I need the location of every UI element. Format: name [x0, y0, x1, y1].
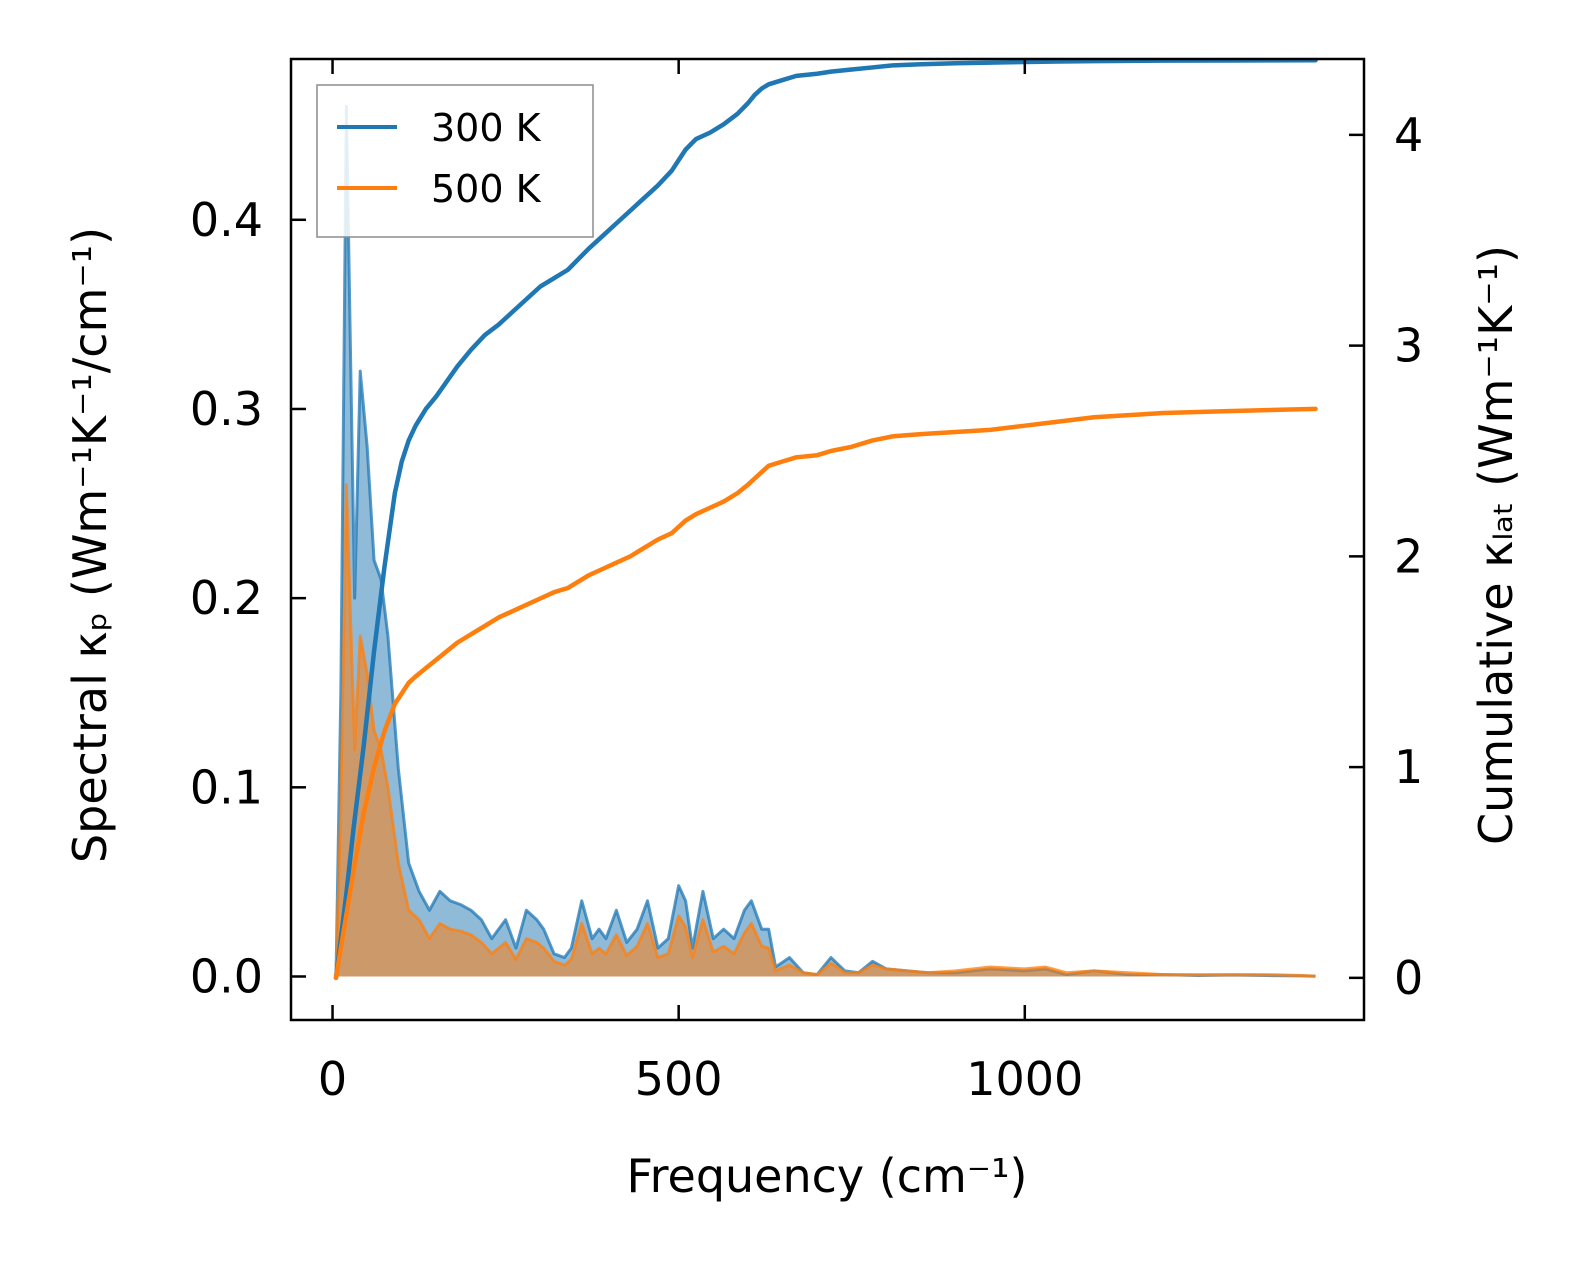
y-left-tick-label: 0.0 — [190, 949, 263, 1003]
y-right-tick-label: 2 — [1394, 529, 1423, 583]
legend-label-300k: 300 K — [431, 106, 542, 150]
legend-box — [316, 84, 594, 238]
y-right-axis-title: Cumulative κₗₐₜ (Wm⁻¹K⁻¹) — [1469, 245, 1523, 845]
y-right-tick-label: 4 — [1394, 108, 1423, 162]
y-left-tick-label: 0.2 — [190, 571, 263, 625]
x-tick-label: 0 — [318, 1052, 347, 1106]
axis-ticks: 0 500 1000 0.0 0.1 0.2 0.3 0.4 0 1 2 3 4 — [190, 59, 1423, 1106]
cumulative-line-300k — [333, 59, 1318, 981]
cumulative-line-500k — [333, 406, 1318, 981]
x-tick-label: 500 — [635, 1052, 723, 1106]
y-right-tick-label: 0 — [1394, 951, 1423, 1005]
plot-frame — [289, 57, 1366, 1022]
y-left-axis-title: Spectral κₚ (Wm⁻¹K⁻¹/cm⁻¹) — [63, 227, 117, 863]
y-left-tick-label: 0.3 — [190, 382, 263, 436]
y-right-tick-label: 1 — [1394, 740, 1423, 794]
y-left-tick-label: 0.4 — [190, 193, 263, 247]
spectral-line-500k — [334, 483, 1316, 978]
y-right-tick-label: 3 — [1394, 319, 1423, 373]
legend: 300 K 500 K — [316, 84, 594, 238]
x-tick-label: 1000 — [966, 1052, 1083, 1106]
legend-label-500k: 500 K — [431, 167, 542, 211]
plot-area — [333, 59, 1318, 981]
x-axis-title: Frequency (cm⁻¹) — [627, 1149, 1028, 1203]
y-left-tick-label: 0.1 — [190, 760, 263, 814]
